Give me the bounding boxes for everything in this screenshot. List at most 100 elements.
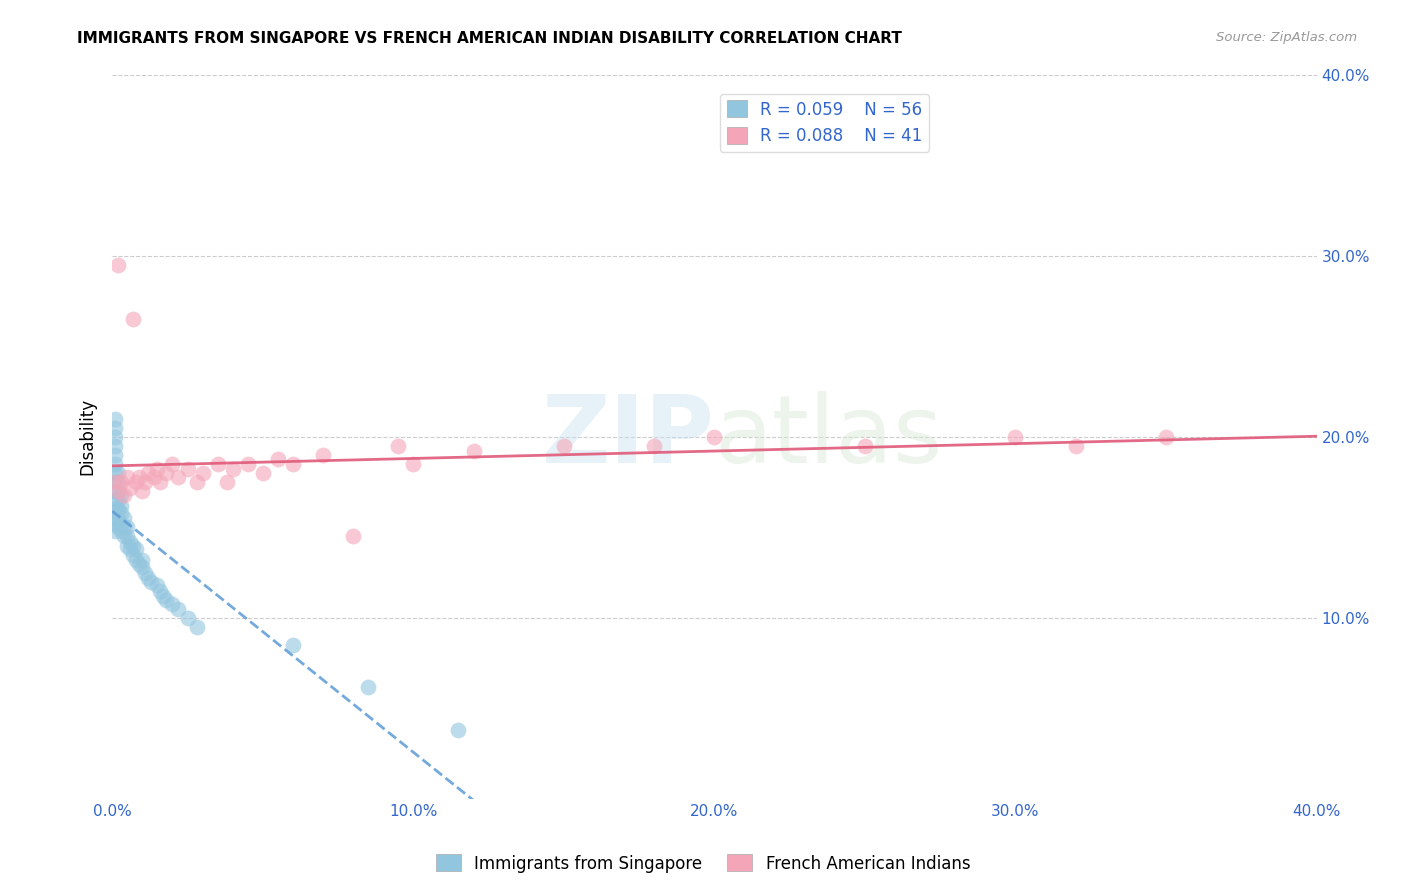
Point xyxy=(104,511,127,525)
Point xyxy=(131,484,153,499)
Point xyxy=(186,475,208,490)
Point xyxy=(107,520,129,534)
Point xyxy=(104,411,127,425)
Point xyxy=(104,484,127,499)
Point xyxy=(120,535,142,549)
Point xyxy=(312,448,335,462)
Point xyxy=(167,602,190,616)
Point xyxy=(104,506,127,520)
Point xyxy=(236,457,259,471)
Point xyxy=(342,529,364,543)
Point xyxy=(107,475,129,490)
Point xyxy=(112,488,135,502)
Point xyxy=(104,430,127,444)
Point xyxy=(138,571,160,585)
Point xyxy=(107,502,129,516)
Point xyxy=(128,557,150,571)
Point xyxy=(107,258,129,272)
Text: ZIP: ZIP xyxy=(541,391,714,483)
Point xyxy=(146,462,169,476)
Point xyxy=(134,566,156,580)
Point xyxy=(155,466,177,480)
Point xyxy=(186,620,208,634)
Point xyxy=(112,529,135,543)
Point xyxy=(107,484,129,499)
Point xyxy=(104,466,127,480)
Point xyxy=(120,542,142,557)
Point xyxy=(252,466,274,480)
Point xyxy=(107,466,129,480)
Text: Source: ZipAtlas.com: Source: ZipAtlas.com xyxy=(1216,31,1357,45)
Point xyxy=(110,524,132,538)
Point xyxy=(138,466,160,480)
Point xyxy=(357,680,380,694)
Point xyxy=(125,542,148,557)
Point xyxy=(117,529,139,543)
Point xyxy=(143,469,166,483)
Point xyxy=(221,462,243,476)
Point xyxy=(104,524,127,538)
Point xyxy=(122,539,145,553)
Point xyxy=(149,475,172,490)
Point xyxy=(131,560,153,574)
Point xyxy=(162,457,184,471)
Point xyxy=(553,439,575,453)
Point xyxy=(402,457,425,471)
Point xyxy=(149,583,172,598)
Point xyxy=(463,444,485,458)
Point xyxy=(215,475,238,490)
Point xyxy=(104,493,127,508)
Point xyxy=(110,499,132,513)
Point xyxy=(134,475,156,490)
Point xyxy=(110,488,132,502)
Point xyxy=(643,439,665,453)
Point xyxy=(146,578,169,592)
Point xyxy=(104,421,127,435)
Point xyxy=(387,439,409,453)
Point xyxy=(104,502,127,516)
Point xyxy=(107,484,129,499)
Point xyxy=(207,457,229,471)
Point xyxy=(112,520,135,534)
Point xyxy=(120,481,142,495)
Point xyxy=(107,511,129,525)
Point xyxy=(110,475,132,490)
Point xyxy=(176,462,198,476)
Point xyxy=(128,469,150,483)
Point xyxy=(110,506,132,520)
Point xyxy=(117,469,139,483)
Point xyxy=(1064,439,1087,453)
Point xyxy=(104,439,127,453)
Point xyxy=(125,553,148,567)
Point xyxy=(176,611,198,625)
Point xyxy=(125,475,148,490)
Point xyxy=(152,589,174,603)
Point xyxy=(110,516,132,531)
Legend: Immigrants from Singapore, French American Indians: Immigrants from Singapore, French Americ… xyxy=(429,847,977,880)
Point xyxy=(122,312,145,326)
Point xyxy=(104,516,127,531)
Point xyxy=(117,520,139,534)
Point xyxy=(267,451,290,466)
Point xyxy=(104,457,127,471)
Point xyxy=(112,511,135,525)
Text: IMMIGRANTS FROM SINGAPORE VS FRENCH AMERICAN INDIAN DISABILITY CORRELATION CHART: IMMIGRANTS FROM SINGAPORE VS FRENCH AMER… xyxy=(77,31,903,46)
Point xyxy=(447,723,470,738)
Point xyxy=(167,469,190,483)
Point xyxy=(281,457,304,471)
Point xyxy=(104,475,127,490)
Point xyxy=(107,493,129,508)
Point xyxy=(155,593,177,607)
Legend: R = 0.059    N = 56, R = 0.088    N = 41: R = 0.059 N = 56, R = 0.088 N = 41 xyxy=(720,94,929,152)
Y-axis label: Disability: Disability xyxy=(79,398,96,475)
Point xyxy=(703,430,725,444)
Point xyxy=(1154,430,1177,444)
Point xyxy=(281,638,304,652)
Point xyxy=(162,597,184,611)
Point xyxy=(122,548,145,562)
Point xyxy=(117,539,139,553)
Point xyxy=(1004,430,1026,444)
Point xyxy=(141,574,163,589)
Point xyxy=(853,439,876,453)
Point xyxy=(104,475,127,490)
